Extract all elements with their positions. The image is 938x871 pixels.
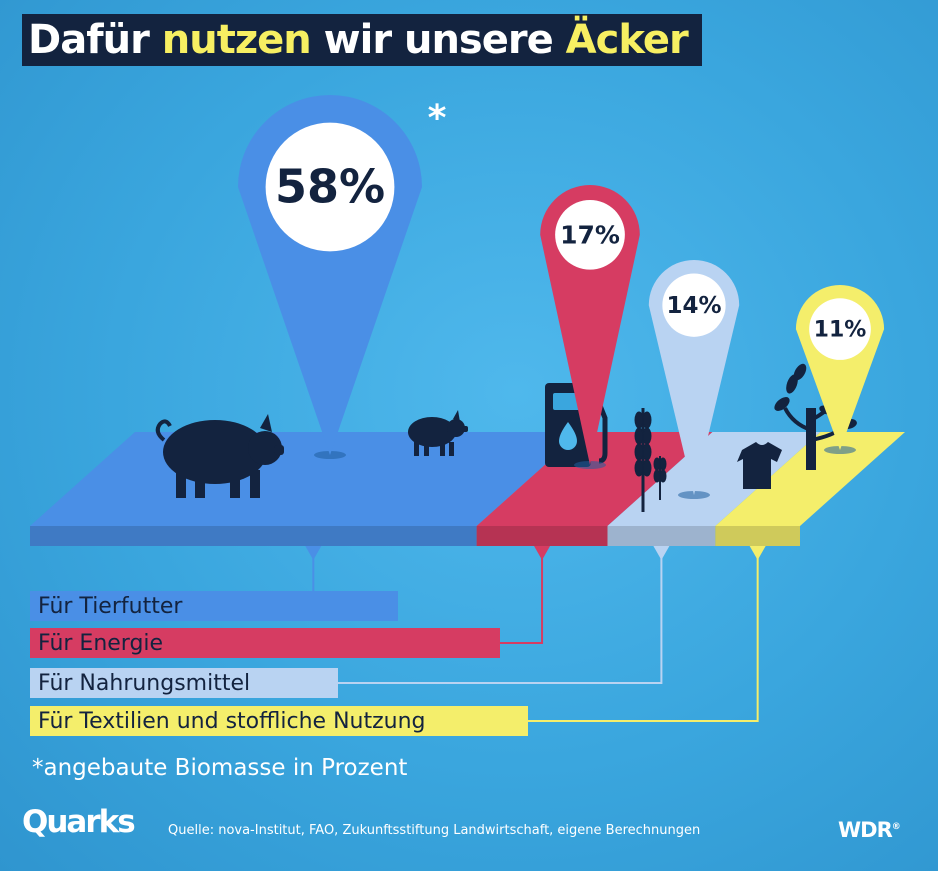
footnote: *angebaute Biomasse in Prozent [32,755,408,781]
title-part-3: wir unsere [323,17,554,63]
title-part-1: Dafür [28,17,150,63]
pin-2: 14% [648,259,740,499]
pin-value-label: 58% [275,160,385,214]
legend-connectors [305,546,766,722]
legend-item-textilien: Für Textilien und stoffliche Nutzung [30,706,528,736]
pin-label-bg [809,298,871,360]
legend-label: Für Tierfutter [38,593,183,619]
wdr-logo-text: WDR [838,818,893,842]
pin-value-label: 14% [666,293,721,319]
platform-segment-top [715,432,905,526]
pin-1: 17% [540,184,640,469]
platform-segment-front [715,526,800,546]
page-title: Dafür nutzen wir unsere Äcker [22,14,702,66]
pig-small-icon [408,410,468,456]
connector-arrow [534,546,551,560]
platform-segment-front [30,526,477,546]
pig-large-icon [155,414,284,498]
platform-segment-front [476,526,608,546]
pin-value-label: 17% [560,220,620,249]
title-part-2: nutzen [161,17,312,63]
legend-label: Für Nahrungsmittel [38,670,251,696]
title-part-4: Äcker [565,17,689,63]
connector-arrow [749,546,766,560]
pin-0: 58% [238,95,422,459]
source-note: Quelle: nova-Institut, FAO, Zukunftsstif… [168,823,701,838]
legend-label: Für Energie [38,630,164,656]
pin-label-bg [265,122,395,252]
pin-3: 11% [795,284,885,454]
quarks-logo: Quarks [22,804,136,840]
connector-arrow [305,546,322,560]
legend-item-nahrungsmittel: Für Nahrungsmittel [30,668,338,698]
legend-item-tierfutter: Für Tierfutter [30,591,398,621]
pin-label-bg [662,273,726,337]
platform-segment-top [476,432,713,526]
tshirt-icon [737,442,782,489]
pin-value-label: 11% [814,318,867,343]
legend-label: Für Textilien und stoffliche Nutzung [38,708,426,734]
platform-segment-front [607,526,716,546]
pin-label-bg [555,199,625,270]
wheat-icon [634,408,667,512]
value-pins: 58% 17% 14% 11% [238,95,885,499]
connector-arrow [653,546,670,560]
legend-item-energie: Für Energie [30,628,500,658]
wdr-logo: WDR® [838,818,901,842]
asterisk-annotation: * [428,98,447,139]
connector-line [520,546,759,722]
